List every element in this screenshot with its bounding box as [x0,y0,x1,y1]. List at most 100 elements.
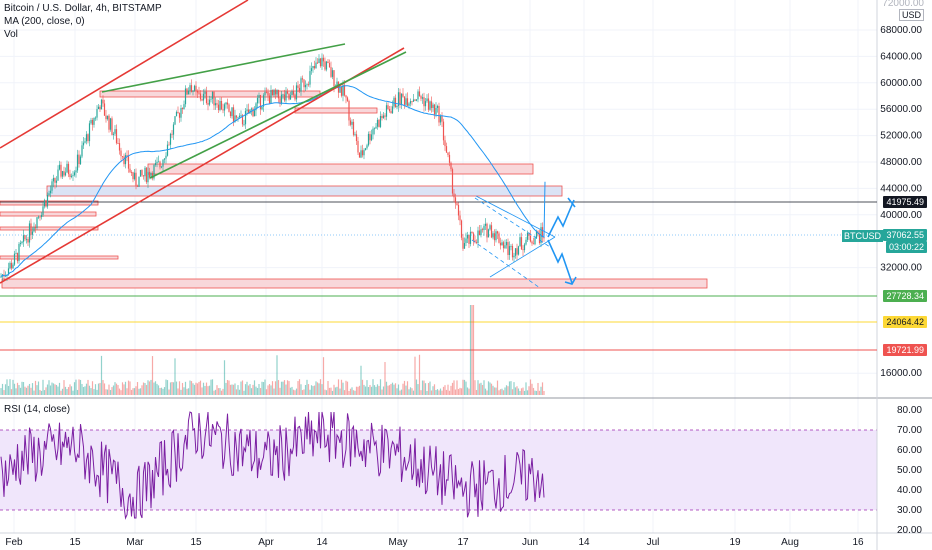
candle-body [193,85,196,91]
volume-bar [349,388,352,395]
trendline-red-upper[interactable] [0,0,249,149]
zone-red-3[interactable] [147,163,534,175]
trendline-red-lower[interactable] [0,47,405,284]
volume-bar [405,385,407,395]
candle-body [211,91,214,99]
price-tick-label: 32000.00 [880,263,922,274]
triangle-bottom[interactable] [489,236,556,278]
candle-body [319,58,322,67]
candle-body [376,119,379,127]
candle-body [264,91,266,96]
candle-body [100,99,103,110]
projection-up-arrowhead [567,197,576,208]
zone-red-2[interactable] [294,107,378,114]
projection-up[interactable] [547,199,575,238]
volume-bar [447,384,449,395]
volume-bar [94,384,97,395]
volume-bar [490,383,493,395]
candle-body [49,190,52,194]
rsi-tick-label: 30.00 [897,505,922,516]
volume-bar [198,381,200,395]
volume-bar [124,381,127,395]
zone-red-left-1[interactable] [0,200,99,206]
candle-body [369,133,371,141]
candle-body [21,241,23,244]
time-tick-label: Feb [5,537,23,548]
volume-bar [481,384,484,395]
candle-body [421,97,424,99]
volume-bar [346,381,349,395]
volume-bar [336,386,338,395]
volume-bar [484,388,487,395]
candle-body [387,105,389,110]
volume-bar [270,385,272,395]
volume-bar [418,354,421,395]
volume-bar [474,380,476,395]
volume-bar [177,388,179,395]
volume-bar [367,387,370,395]
volume-bar [501,388,503,395]
candle-body [495,231,497,241]
volume-bar [135,386,137,395]
zone-red-bottom[interactable] [1,278,708,289]
candle-body [252,108,254,117]
candle-body [390,111,392,114]
triangle-dashed-2[interactable] [474,197,551,248]
volume-bar [420,390,422,395]
projection-down[interactable] [547,239,573,284]
volume-bar [540,386,542,395]
volume-bar [529,379,532,395]
volume-bar [3,390,5,395]
btcusd-label: BTCUSD [842,230,884,242]
volume-bar [87,379,89,395]
volume-bar [187,388,190,395]
rsi-axis[interactable]: 80.00 70.00 60.00 50.00 40.00 30.00 20.00 [897,405,922,536]
candle-body [325,61,328,70]
triangle-top[interactable] [475,195,556,238]
volume-bar [318,383,320,395]
volume-bar [334,387,337,395]
trendline-green-upper[interactable] [101,43,346,93]
tag-24064: 24064.42 [883,316,927,328]
candle-body [382,115,385,119]
candle-body [36,217,38,228]
candle-body [493,233,496,241]
candle-body [469,231,472,244]
candle-body [207,103,209,105]
candle-body [396,106,398,108]
tag-countdown: 03:00:22 [885,241,927,253]
volume-bar [196,383,199,395]
candle-body [295,85,298,100]
time-axis[interactable]: Feb 15 Mar 15 Apr 14 May 17 Jun 14 Jul 19 Aug 16 [5,537,864,548]
volume-bar [327,381,329,395]
zone-red-left-4[interactable] [0,255,119,260]
candle-body [177,111,179,114]
zone-blue[interactable] [46,185,563,197]
candle-body [99,106,101,110]
candle-body [525,239,527,245]
candle-body [246,109,248,111]
candle-body [31,231,34,235]
candle-body [127,155,130,169]
candle-body [450,162,452,170]
candle-body [37,216,40,218]
zone-red-left-2[interactable] [0,211,97,217]
volume-bar [534,390,536,395]
candle-body [330,67,332,77]
volume-bar [438,390,440,395]
currency-box[interactable]: USD [898,9,924,21]
candle-body [507,242,509,255]
time-tick-label: 15 [69,537,81,548]
price-tick-label: 56000.00 [880,104,922,115]
price-axis[interactable]: 68000.00 64000.00 60000.00 56000.00 52000.00… [880,25,922,379]
volume-bar [378,385,380,395]
volume-bar [255,386,257,395]
candle-body [60,164,62,177]
candle-body [301,78,304,80]
volume-bar [217,388,220,395]
candle-body [73,172,76,176]
volume-bar [369,384,371,395]
trendline-green-lower[interactable] [149,51,407,179]
zone-red-left-3[interactable] [0,226,99,231]
